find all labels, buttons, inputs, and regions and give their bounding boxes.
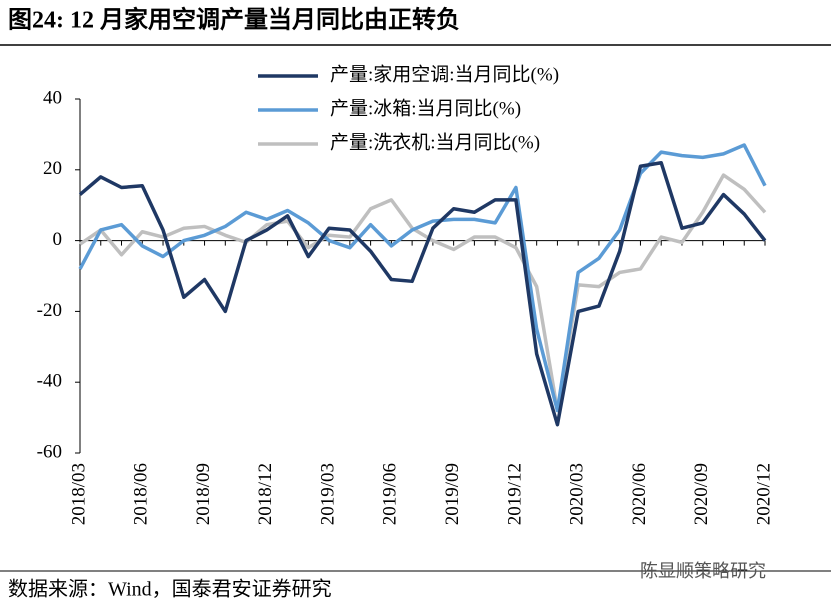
watermark: 陈显顺策略研究 [640,561,766,581]
y-tick-label: -60 [37,441,62,462]
x-tick-label: 2019/12 [504,463,525,525]
series-line [79,173,767,413]
y-tick-label: -20 [37,300,62,321]
legend-label: 产量:洗衣机:当月同比(%) [330,131,540,153]
y-tick-label: 40 [43,87,62,108]
series-line [78,143,767,413]
x-tick-label: 2018/03 [68,463,89,525]
y-tick-label: 0 [53,229,63,250]
source: 数据来源：Wind，国泰君安证券研究 [8,578,332,601]
legend-label: 产量:家用空调:当月同比(%) [330,63,559,85]
y-tick-label: 20 [43,158,62,179]
series-line [78,160,767,427]
x-tick-label: 2020/03 [567,463,588,525]
x-tick-label: 2019/09 [442,463,463,525]
x-tick-label: 2020/09 [691,463,712,525]
x-tick-label: 2020/06 [629,463,650,525]
x-tick-label: 2018/09 [193,463,214,525]
legend-label: 产量:冰箱:当月同比(%) [330,97,521,119]
x-tick-label: 2018/12 [255,463,276,525]
x-tick-label: 2018/06 [131,463,152,525]
x-tick-label: 2020/12 [753,463,774,525]
y-tick-label: -40 [37,371,62,392]
x-tick-label: 2019/03 [317,463,338,525]
x-tick-label: 2019/06 [380,463,401,525]
chart-title: 图24: 12 月家用空调产量当月同比由正转负 [8,6,460,34]
